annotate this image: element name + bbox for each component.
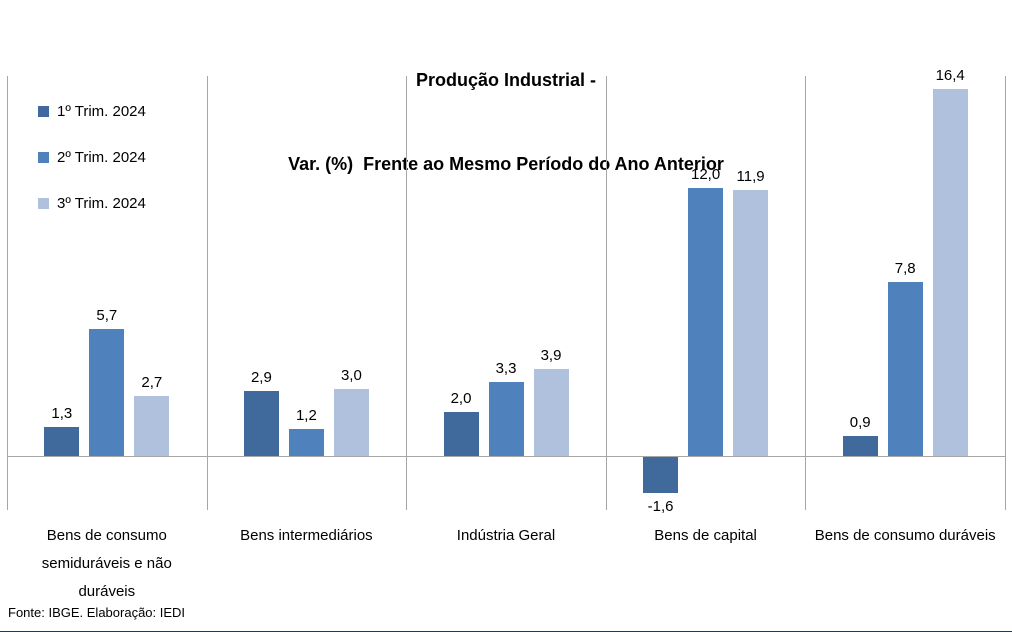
chart-title-line1: Produção Industrial -: [415, 70, 597, 90]
plot-right-border: [1005, 76, 1006, 510]
bar: [89, 328, 125, 457]
value-label: -1,6: [647, 498, 674, 516]
bar: [643, 457, 679, 494]
category-label: Bens intermediários: [240, 527, 373, 544]
bar: [443, 411, 479, 457]
bar: [932, 89, 968, 457]
bar: [488, 382, 524, 457]
legend: 1º Trim. 2024 2º Trim. 2024 3º Trim. 2024: [38, 101, 146, 239]
bar: [288, 429, 324, 457]
value-label: 11,9: [736, 168, 765, 186]
value-label: 3,0: [340, 367, 362, 385]
bar: [243, 391, 279, 457]
bar: [887, 281, 923, 457]
legend-label: 2º Trim. 2024: [57, 148, 146, 166]
value-label: 3,9: [540, 347, 562, 365]
bar: [733, 190, 769, 457]
legend-item: 1º Trim. 2024: [38, 101, 146, 121]
bar: [688, 187, 724, 457]
bar: [44, 427, 80, 457]
plot-left-border: [7, 76, 8, 510]
bar: [533, 369, 569, 457]
category-axis: Bens de consumo semiduráveis e não duráv…: [7, 522, 1005, 610]
legend-item: 3º Trim. 2024: [38, 193, 146, 213]
value-label: 2,9: [250, 369, 272, 387]
legend-swatch-icon: [38, 151, 49, 163]
legend-swatch-icon: [38, 105, 49, 117]
value-label: 12,0: [690, 165, 721, 183]
value-label: 3,3: [495, 360, 517, 378]
value-label: 1,2: [295, 407, 317, 425]
category-divider-line: [805, 76, 807, 510]
value-label: 7,8: [894, 259, 916, 277]
value-label: 2,0: [450, 389, 472, 407]
legend-item: 2º Trim. 2024: [38, 147, 146, 167]
value-label: 1,3: [51, 405, 73, 423]
value-label: 2,7: [141, 373, 163, 391]
category-label: Indústria Geral: [456, 527, 556, 544]
category-divider-line: [206, 76, 208, 510]
value-label: 5,7: [96, 306, 118, 324]
bar: [842, 436, 878, 457]
category-divider-line: [406, 76, 408, 510]
legend-label: 3º Trim. 2024: [57, 194, 146, 212]
bar: [134, 395, 170, 457]
zero-axis-line: [7, 456, 1005, 458]
category-label: Bens de consumo duráveis: [814, 527, 996, 544]
legend-label: 1º Trim. 2024: [57, 102, 146, 120]
value-label: 16,4: [935, 67, 965, 85]
source-note: Fonte: IBGE. Elaboração: IEDI: [8, 605, 186, 620]
category-label: Bens de consumo semiduráveis e não duráv…: [41, 527, 172, 600]
value-label: 0,9: [849, 414, 871, 432]
plot-area: 1,3 5,7 2,7 2,9 1,2 3,0 2,0 3,3 3,9 -1,6 12,0 11,9 0…: [7, 67, 1006, 515]
legend-swatch-icon: [38, 197, 49, 209]
chart-title: Produção Industrial - Var. (%) Frente ao…: [0, 10, 1012, 234]
bar: [333, 389, 369, 457]
category-divider-line: [605, 76, 607, 510]
category-label: Bens de capital: [654, 527, 757, 544]
chart-title-line2: Var. (%) Frente ao Mesmo Período do Ano …: [288, 154, 724, 174]
